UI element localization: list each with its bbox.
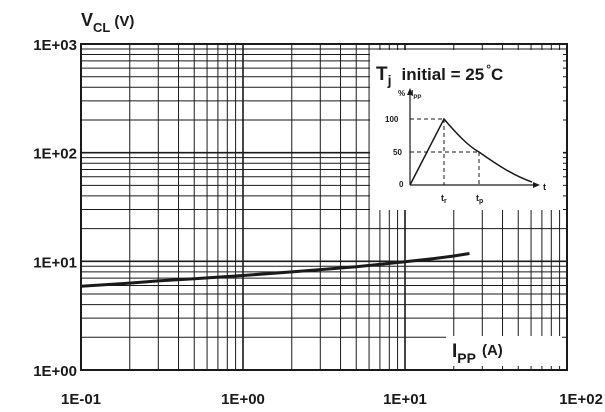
y-axis-label: VCL (V) <box>81 10 134 35</box>
x-axis-label-background <box>446 336 562 366</box>
inset-tick-50: 50 <box>393 148 402 157</box>
x-tick-label: 1E+02 <box>559 391 603 408</box>
inset-pulse-curve <box>409 117 533 186</box>
inset-tick-100: 100 <box>385 115 399 124</box>
y-tick-label: 1E+00 <box>33 363 77 380</box>
inset-background <box>370 50 563 210</box>
y-tick-label: 1E+01 <box>33 254 77 271</box>
x-tick-label: 1E+01 <box>383 391 427 408</box>
tj-annotation: Tj initial = 25 °C <box>376 62 503 88</box>
x-tick-label: 1E-01 <box>61 391 101 408</box>
y-tick-labels: 1E+00 1E+01 1E+02 1E+03 <box>33 37 77 380</box>
inset-x-arrow <box>533 182 540 188</box>
x-axis-label: IPP (A) <box>452 341 503 366</box>
inset-t-axis-label: t <box>543 182 546 192</box>
inset-tr-label: tr <box>441 193 447 205</box>
y-tick-label: 1E+02 <box>33 146 77 163</box>
inset-tp-label: tp <box>476 193 483 205</box>
y-tick-label: 1E+03 <box>33 37 77 54</box>
inset-y-arrow <box>407 88 413 95</box>
inset-tick-0: 0 <box>399 180 404 189</box>
x-tick-label: 1E+00 <box>221 391 265 408</box>
x-tick-labels: 1E-01 1E+00 1E+01 1E+02 <box>61 391 603 408</box>
plot-frame <box>80 43 568 371</box>
series-line <box>80 252 470 288</box>
